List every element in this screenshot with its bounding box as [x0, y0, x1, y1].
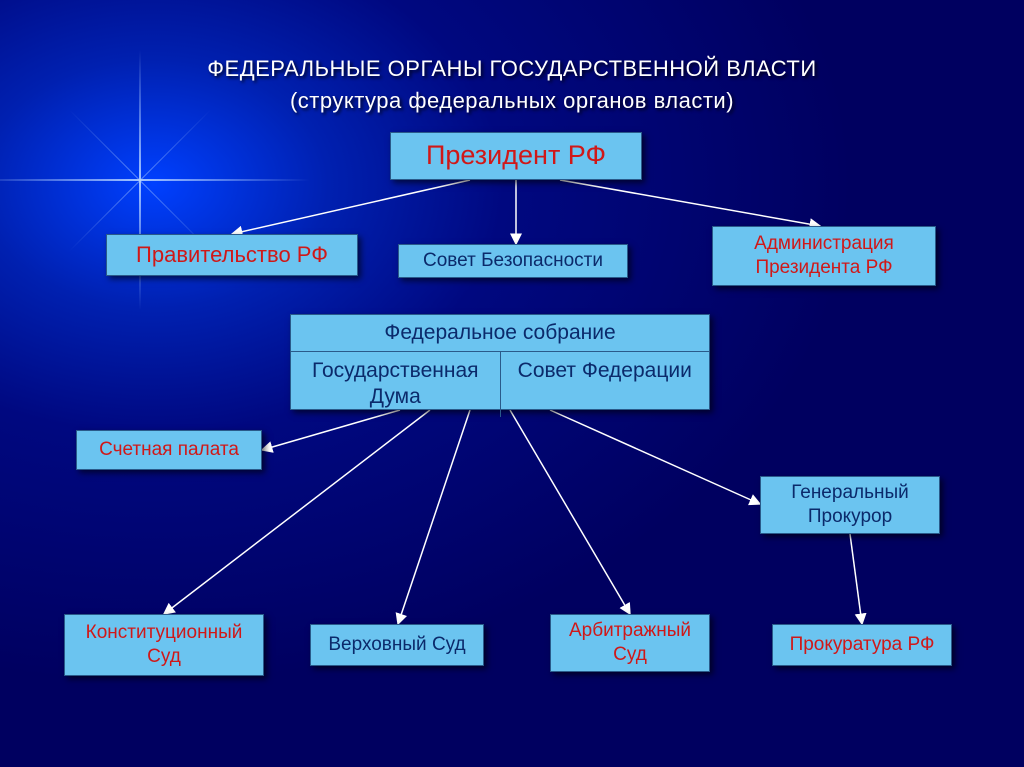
node-label: Совет Безопасности: [423, 249, 603, 273]
page-title-line1: ФЕДЕРАЛЬНЫЕ ОРГАНЫ ГОСУДАРСТВЕННОЙ ВЛАСТ…: [0, 56, 1024, 82]
node-constitutional-court: Конституционный Суд: [64, 614, 264, 676]
node-label: Администрация Президента РФ: [721, 232, 927, 280]
node-label: Прокуратура РФ: [790, 633, 935, 657]
node-label: Конституционный Суд: [73, 621, 255, 669]
node-label: Генеральный Прокурор: [769, 481, 931, 529]
assembly-federation: Совет Федерации: [501, 352, 710, 417]
node-president: Президент РФ: [390, 132, 642, 180]
node-government: Правительство РФ: [106, 234, 358, 276]
page-title-line2: (структура федеральных органов власти): [0, 88, 1024, 114]
node-label: Арбитражный Суд: [559, 619, 701, 667]
node-label: Счетная палата: [99, 438, 239, 462]
node-federal-assembly: Федеральное собрание Государственная Дум…: [290, 314, 710, 410]
node-arbitration-court: Арбитражный Суд: [550, 614, 710, 672]
assembly-duma: Государственная Дума: [291, 352, 501, 417]
node-prosecutor-general: Генеральный Прокурор: [760, 476, 940, 534]
assembly-title: Федеральное собрание: [291, 315, 709, 352]
node-label: Правительство РФ: [136, 241, 328, 269]
node-administration: Администрация Президента РФ: [712, 226, 936, 286]
node-label: Верховный Суд: [328, 633, 465, 657]
node-accounts-chamber: Счетная палата: [76, 430, 262, 470]
node-label: Президент РФ: [426, 139, 606, 173]
node-prosecution: Прокуратура РФ: [772, 624, 952, 666]
node-security-council: Совет Безопасности: [398, 244, 628, 278]
node-supreme-court: Верховный Суд: [310, 624, 484, 666]
